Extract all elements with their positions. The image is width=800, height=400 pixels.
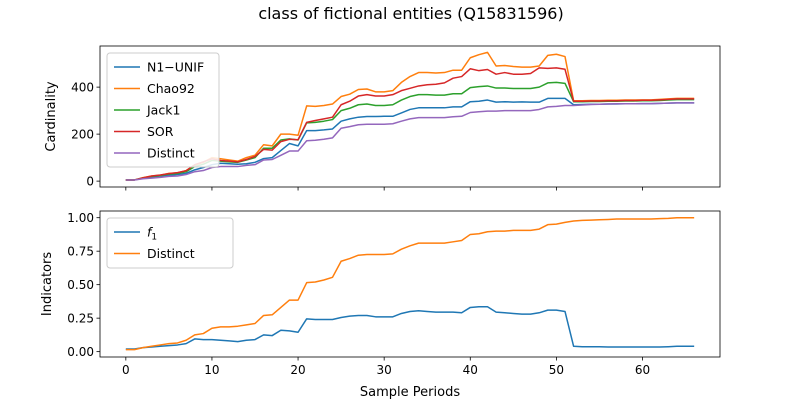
legend: f1 Distinct <box>106 217 234 269</box>
y-tick-label: 0.00 <box>67 345 94 359</box>
legend-box <box>106 217 234 269</box>
series-lines <box>125 51 695 181</box>
y-tick-label: 0.75 <box>67 244 94 258</box>
x-axis-title: Sample Periods <box>360 385 460 400</box>
series-line-1 <box>125 216 695 351</box>
x-tick-label: 0 <box>122 363 130 377</box>
y-tick-label: 400 <box>71 80 94 94</box>
legend-box <box>106 52 220 168</box>
axes-frame <box>99 45 721 188</box>
x-tick-label: 40 <box>463 363 478 377</box>
x-tick-label: 30 <box>377 363 392 377</box>
x-tick-label: 10 <box>204 363 219 377</box>
x-tick-label: 50 <box>549 363 564 377</box>
y-axis-title: Indicators <box>40 252 55 316</box>
y-tick-label: 0.25 <box>67 311 94 325</box>
y-tick-label: 1.00 <box>67 211 94 225</box>
indicators-panel: 0 10 20 30 40 50 60 0.00 0.25 0.50 0.75 1.00 Indicat… <box>40 210 721 377</box>
axes-frame <box>99 210 721 358</box>
legend-label: Distinct <box>147 246 195 261</box>
legend-label: f1 <box>147 225 157 243</box>
legend-label: N1−UNIF <box>147 60 204 75</box>
series-lines <box>125 216 695 351</box>
y-axis-title: Cardinality <box>44 81 59 152</box>
legend-label: SOR <box>147 124 174 139</box>
legend-label: Chao92 <box>147 81 195 96</box>
x-tick-label: 20 <box>290 363 305 377</box>
y-tick-label: 200 <box>71 127 94 141</box>
series-line-0 <box>125 306 695 350</box>
series-line-4 <box>125 102 695 181</box>
figure-title: class of fictional entities (Q15831596) <box>258 4 563 23</box>
legend-label: Distinct <box>147 146 195 161</box>
x-tick-label: 60 <box>635 363 650 377</box>
series-line-3 <box>125 67 695 181</box>
legend: N1−UNIF Chao92 Jack1 SOR Distinct <box>106 52 220 168</box>
cardinality-panel: 0 200 400 Cardinality N1−UNIF Chao92 Jack1 SOR D… <box>44 45 721 191</box>
legend-label: Jack1 <box>146 103 180 118</box>
y-tick-label: 0.50 <box>67 278 94 292</box>
y-tick-label: 0 <box>86 174 94 188</box>
